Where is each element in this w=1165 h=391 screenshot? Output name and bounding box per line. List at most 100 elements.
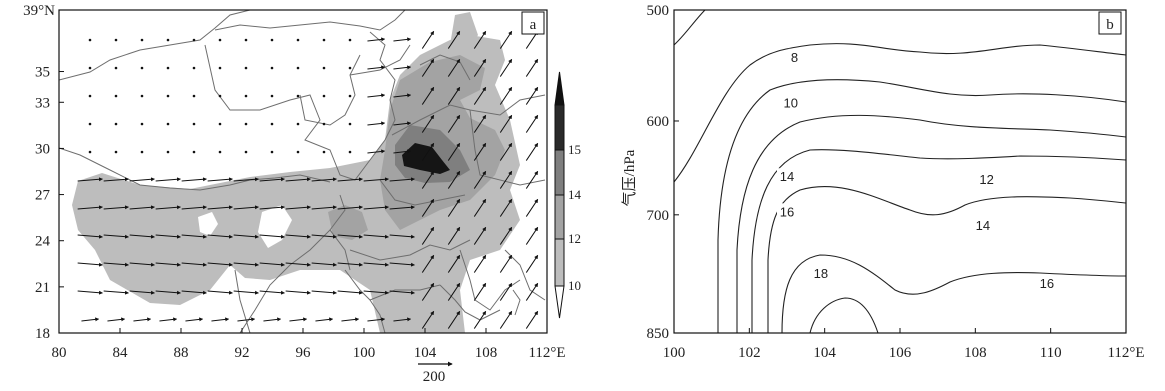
wind-vector [133,317,152,322]
x-tick-label: 84 [113,345,129,361]
wind-vector [525,198,539,217]
wind-vector [259,234,286,239]
y-tick-label: 21 [35,280,50,296]
wind-vector [473,282,487,301]
contour-label: 12 [979,172,993,187]
wind-vector [285,290,312,295]
x-tick-label: 108 [964,345,987,361]
boundaries [59,10,546,333]
y-tick-label: 700 [647,208,670,224]
y-tick-label: 850 [647,326,670,342]
wind-vector [181,290,208,295]
colorbar-segment-12-14 [554,194,565,240]
wind-vector [311,234,338,239]
wind-vector [447,30,461,49]
wind-vector [181,262,208,267]
wind-vector [296,150,300,154]
wind-vector [421,282,435,301]
shaded-regions [72,12,520,333]
wind-vector [337,234,364,239]
wind-vector [473,226,487,245]
panel-a-axis-ticks: 80 84 88 92 96 100 104 108 112°E 18 21 24 27 30 33 35 39… [23,3,565,361]
wind-vector [421,114,435,133]
colorbar-segment-above [554,71,565,106]
wind-vector [88,94,92,98]
wind-vector [348,66,352,70]
colorbar-tick-label: 10 [568,278,581,293]
wind-vector [77,234,104,239]
wind-vector [218,94,222,98]
y-tick-label: 33 [35,95,50,111]
wind-vector [155,177,182,182]
wind-vector [525,58,539,77]
colorbar-segment-15-plus [554,104,565,151]
wind-vector [525,114,539,133]
wind-vector [211,317,230,322]
wind-vector [244,122,248,126]
wind-vector [447,226,461,245]
contour-label: 10 [784,95,798,110]
wind-vector [289,317,308,322]
wind-vector [311,262,338,267]
reference-vector-label: 200 [423,369,446,385]
contour-label-bg [972,217,993,233]
wind-vector [367,37,386,42]
wind-vector [233,205,260,210]
wind-vector [103,290,130,295]
panel-a-label: a [530,17,537,33]
wind-vector [499,226,513,245]
wind-vector [363,262,390,267]
wind-vector [270,122,274,126]
wind-vector [244,94,248,98]
contour-label: 16 [1040,276,1054,291]
x-tick-label: 112°E [1107,345,1144,361]
wind-vector [285,262,312,267]
wind-vector [88,122,92,126]
contour-label: 14 [780,169,794,184]
shade-hole-2 [258,205,292,248]
wind-vector [348,150,352,154]
wind-vector [114,38,118,42]
wind-vector [393,65,412,70]
wind-vector [155,205,182,210]
shade-level-15 [402,143,450,174]
contour-line [781,254,1126,333]
x-tick-label: 88 [174,345,189,361]
wind-vector [421,30,435,49]
wind-vector [140,122,144,126]
wind-vector [285,177,312,182]
wind-vector [473,142,487,161]
shade-level-10-north [450,12,478,55]
wind-vector [525,282,539,301]
wind-vector [421,226,435,245]
wind-vector [259,177,286,182]
wind-vector [233,290,260,295]
wind-vector [103,205,130,210]
wind-vector [363,205,390,210]
wind-vector [192,66,196,70]
y-tick-label: 500 [647,3,670,19]
wind-vector [114,66,118,70]
wind-vector [285,234,312,239]
wind-vector [129,205,156,210]
wind-vector [499,198,513,217]
wind-vector [311,177,338,182]
wind-vector [363,290,390,295]
wind-vector [499,170,513,189]
wind-vector [499,310,513,329]
wind-vector [393,93,412,98]
wind-vector [244,38,248,42]
colorbar: 10 12 14 15 [554,71,582,319]
wind-vector [244,150,248,154]
contour-line [674,43,1126,183]
wind-vector [499,86,513,105]
wind-vector [447,142,461,161]
wind-vectors [77,30,539,329]
wind-vector [315,317,334,322]
wind-vector [270,94,274,98]
wind-vector [447,86,461,105]
panel-a: 80 84 88 92 96 100 104 108 112°E 18 21 24 27 30 33 35 39… [23,3,581,385]
x-tick-label: 104 [813,345,836,361]
wind-vector [77,205,104,210]
colorbar-segment-10-12 [554,238,565,287]
